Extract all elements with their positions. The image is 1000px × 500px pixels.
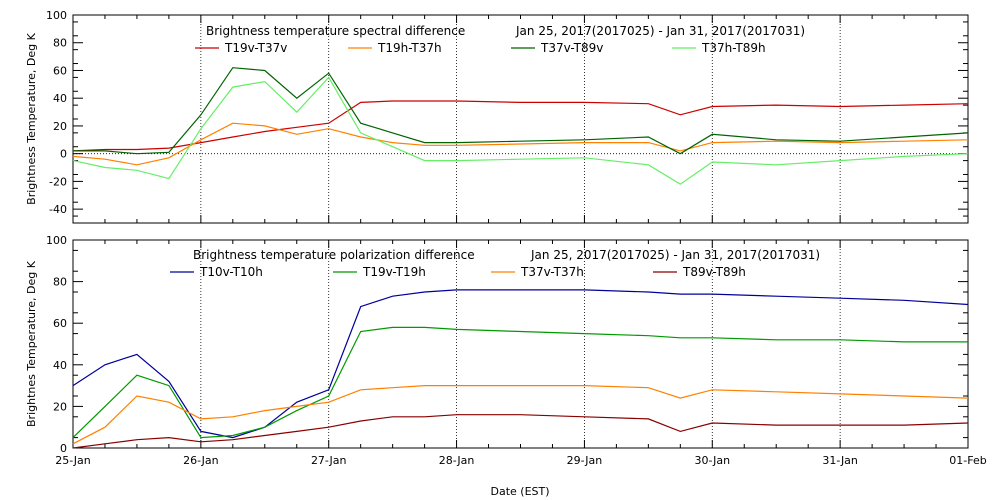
series-top bbox=[72, 67, 969, 185]
y-tick-label: 60 bbox=[53, 317, 67, 330]
series-line-t19v-t37v bbox=[72, 100, 969, 152]
y-tick-label: 80 bbox=[53, 37, 67, 50]
x-ticks-top bbox=[72, 15, 969, 223]
x-axis-label: Date (EST) bbox=[490, 485, 549, 498]
legend-label: T19v-T37v bbox=[224, 41, 287, 55]
x-tick-label: 30-Jan bbox=[695, 454, 731, 467]
plot-frame-top bbox=[72, 14, 969, 224]
legend-top: T19v-T37v T19h-T37h T37v-T89v T37h-T89h bbox=[195, 41, 766, 55]
y-tick-label: 40 bbox=[53, 359, 67, 372]
x-tick-label: 31-Jan bbox=[822, 454, 858, 467]
series-line-t19h-t37h bbox=[72, 122, 969, 166]
y-ticks-bottom: 0 20 40 60 80 100 bbox=[46, 234, 968, 455]
panel-polarization: 0 20 40 60 80 100 25-Jan 26-Jan 27-Jan 28-Jan 29-… bbox=[25, 234, 987, 498]
y-tick-label: 80 bbox=[53, 276, 67, 289]
x-tick-label: 29-Jan bbox=[567, 454, 603, 467]
y-tick-label: 20 bbox=[53, 120, 67, 133]
series-line-t19v-t19h bbox=[72, 326, 968, 439]
series-line-t37v-t89v bbox=[73, 67, 969, 155]
y-tick-label: -40 bbox=[49, 203, 67, 216]
x-ticks-bottom: 25-Jan 26-Jan 27-Jan 28-Jan 29-Jan 30-Jan 31-J… bbox=[55, 240, 987, 467]
x-tick-label: 01-Feb bbox=[949, 454, 986, 467]
x-tick-label: 28-Jan bbox=[439, 454, 475, 467]
chart-title-bottom: Brightness temperature polarization diff… bbox=[193, 248, 475, 262]
legend-label: T37h-T89h bbox=[701, 41, 766, 55]
series-bottom bbox=[72, 289, 969, 449]
y-tick-label: 0 bbox=[60, 442, 67, 455]
y-tick-label: 100 bbox=[46, 9, 67, 22]
series-line-t10v-t10h bbox=[72, 289, 969, 439]
date-range-top: Jan 25, 2017(2017025) - Jan 31, 2017(201… bbox=[515, 24, 805, 38]
y-tick-label: -20 bbox=[49, 175, 67, 188]
chart-title-top: Brightness temperature spectral differen… bbox=[206, 24, 465, 38]
x-tick-label: 26-Jan bbox=[183, 454, 219, 467]
legend-bottom: T10v-T10h T19v-T19h T37v-T37h T89v-T89h bbox=[170, 265, 746, 279]
grid-top bbox=[73, 15, 968, 223]
y-ticks-top: -40 -20 0 20 40 60 80 100 bbox=[46, 9, 968, 224]
legend-label: T37v-T37h bbox=[520, 265, 584, 279]
series-line-t37v-t37h bbox=[72, 385, 969, 445]
legend-label: T10v-T10h bbox=[199, 265, 263, 279]
y-tick-label: 60 bbox=[53, 64, 67, 77]
y-axis-label-top: Brightness Temperature, Deg K bbox=[25, 32, 38, 204]
legend-label: T19h-T37h bbox=[377, 41, 442, 55]
series-line-t37h-t89h bbox=[72, 76, 969, 185]
panel-spectral: -40 -20 0 20 40 60 80 100 Brightness temperatur… bbox=[25, 9, 969, 224]
y-tick-label: 100 bbox=[46, 234, 67, 247]
legend-label: T89v-T89h bbox=[682, 265, 746, 279]
x-tick-label: 25-Jan bbox=[55, 454, 91, 467]
y-tick-label: 0 bbox=[60, 148, 67, 161]
y-tick-label: 40 bbox=[53, 92, 67, 105]
y-tick-label: 20 bbox=[53, 400, 67, 413]
x-tick-label: 27-Jan bbox=[311, 454, 347, 467]
date-range-bottom: Jan 25, 2017(2017025) - Jan 31, 2017(201… bbox=[530, 248, 820, 262]
legend-label: T19v-T19h bbox=[362, 265, 426, 279]
series-line-t89v-t89h bbox=[72, 414, 969, 449]
y-axis-label-bottom: Brightnes Temperature, Deg K bbox=[25, 260, 38, 427]
legend-label: T37v-T89v bbox=[540, 41, 603, 55]
